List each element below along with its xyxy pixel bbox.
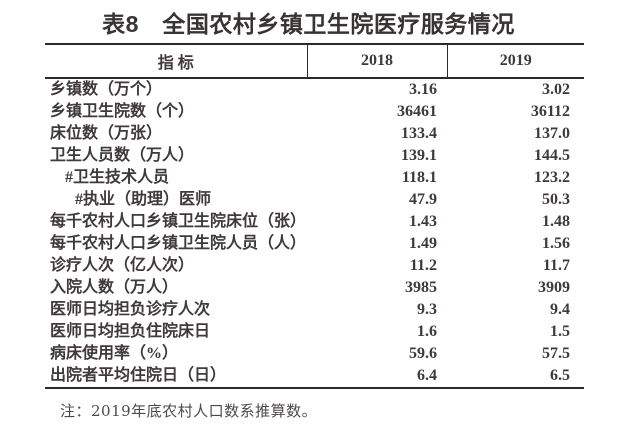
row-value-2018: 1.43: [409, 213, 437, 230]
row-label: 医师日均担负住院床日: [50, 323, 211, 340]
row-value-2018: 3985: [405, 279, 437, 296]
row-value-2019: 144.5: [534, 147, 570, 164]
row-label: 床位数（万张）: [50, 125, 163, 142]
row-value-2019: 1.56: [542, 235, 570, 252]
row-label: 乡镇卫生院数（个）: [50, 103, 195, 120]
row-value-2019: 6.5: [550, 367, 570, 384]
table-row: 诊疗人次（亿人次） 11.2 11.7: [45, 255, 584, 277]
table-row: 床位数（万张） 133.4 137.0: [45, 123, 584, 145]
row-label: 诊疗人次（亿人次）: [50, 257, 195, 274]
stats-table: 指 标 2018 2019 乡镇数（万个） 3.16 3.02 乡镇卫生院数（个…: [45, 43, 584, 389]
table-row: 出院者平均住院日（日） 6.4 6.5: [45, 365, 584, 388]
row-label: #执业（助理）医师: [75, 191, 212, 208]
row-value-2018: 118.1: [401, 169, 437, 186]
row-label: 医师日均担负诊疗人次: [50, 301, 211, 318]
table-row: #卫生技术人员 118.1 123.2: [45, 167, 584, 189]
row-label: 每千农村人口乡镇卫生院床位（张）: [50, 213, 307, 230]
header-row: 指 标 2018 2019: [45, 44, 584, 78]
row-label: #卫生技术人员: [65, 169, 170, 186]
table-row: 乡镇卫生院数（个） 36461 36112: [45, 101, 584, 123]
table-title: 表8 全国农村乡镇卫生院医疗服务情况: [102, 11, 515, 37]
row-value-2018: 47.9: [409, 191, 437, 208]
row-value-2018: 3.16: [409, 81, 437, 98]
row-value-2019: 1.5: [550, 323, 570, 340]
row-value-2018: 6.4: [417, 367, 437, 384]
row-value-2019: 11.7: [542, 257, 570, 274]
row-value-2019: 3.02: [542, 81, 570, 98]
table-row: 乡镇数（万个） 3.16 3.02: [45, 78, 584, 101]
row-value-2019: 57.5: [542, 345, 570, 362]
row-label: 每千农村人口乡镇卫生院人员（人）: [50, 235, 307, 252]
col-header-2019: 2019: [446, 44, 584, 78]
row-label: 入院人数（万人）: [50, 279, 179, 296]
row-value-2019: 123.2: [534, 169, 570, 186]
row-value-2019: 137.0: [534, 125, 570, 142]
row-value-2018: 139.1: [401, 147, 437, 164]
table-body: 乡镇数（万个） 3.16 3.02 乡镇卫生院数（个） 36461 36112 …: [45, 78, 584, 388]
row-label: 出院者平均住院日（日）: [50, 367, 227, 384]
row-label: 卫生人员数（万人）: [50, 147, 195, 164]
row-value-2018: 9.3: [417, 301, 437, 318]
row-value-2018: 133.4: [401, 125, 437, 142]
row-value-2019: 36112: [530, 103, 570, 120]
row-value-2019: 1.48: [542, 213, 570, 230]
table-row: 卫生人员数（万人） 139.1 144.5: [45, 145, 584, 167]
row-value-2018: 36461: [397, 103, 437, 120]
row-value-2018: 1.6: [417, 323, 437, 340]
table-row: 每千农村人口乡镇卫生院床位（张） 1.43 1.48: [45, 211, 584, 233]
row-value-2018: 1.49: [409, 235, 437, 252]
table-row: 每千农村人口乡镇卫生院人员（人） 1.49 1.56: [45, 233, 584, 255]
table-row: 医师日均担负住院床日 1.6 1.5: [45, 321, 584, 343]
row-label: 病床使用率（%）: [50, 345, 179, 362]
col-header-indicator: 指 标: [157, 55, 194, 72]
row-value-2018: 11.2: [409, 257, 437, 274]
col-header-2018: 2018: [306, 44, 447, 78]
row-label: 乡镇数（万个）: [50, 81, 163, 98]
row-value-2019: 3909: [538, 279, 570, 296]
row-value-2019: 9.4: [550, 301, 570, 318]
table-row: 病床使用率（%） 59.6 57.5: [45, 343, 584, 365]
table-row: #执业（助理）医师 47.9 50.3: [45, 189, 584, 211]
table-row: 入院人数（万人） 3985 3909: [45, 277, 584, 299]
table-row: 医师日均担负诊疗人次 9.3 9.4: [45, 299, 584, 321]
row-value-2019: 50.3: [542, 191, 570, 208]
table-note: 注：2019年底农村人口数系推算数。: [60, 402, 318, 420]
row-value-2018: 59.6: [409, 345, 437, 362]
